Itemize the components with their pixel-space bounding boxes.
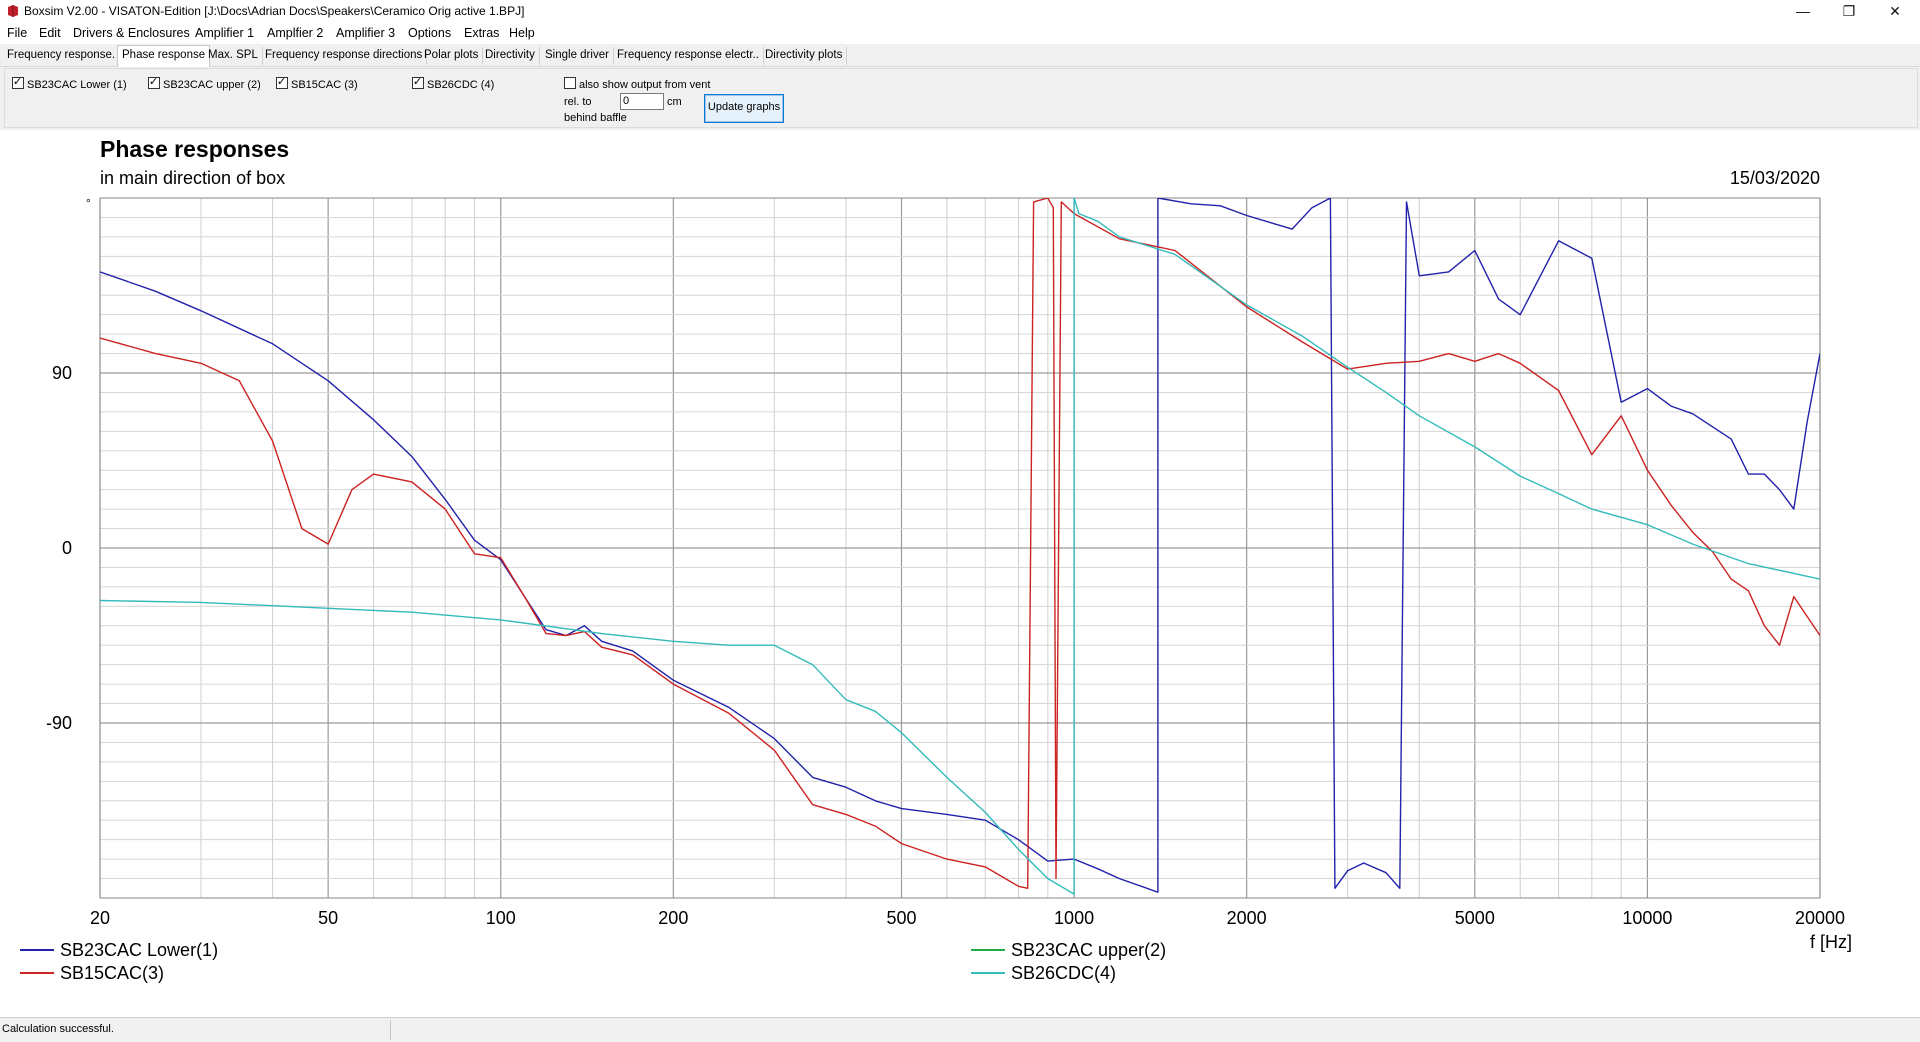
tab-polar-plots[interactable]: Polar plots [420,47,484,65]
legend-swatch [20,972,54,974]
checkbox-box[interactable] [412,75,424,89]
y-axis-unit: ° [86,196,91,210]
x-tick-label: 20 [90,908,110,928]
series-line-4 [100,198,1820,895]
x-tick-label: 2000 [1227,908,1267,928]
checkbox-sb26cdc[interactable]: SB26CDC (4) [412,75,495,91]
checkbox-box[interactable] [148,75,160,89]
tab-frequency-response-electrical[interactable]: Frequency response electr.. [613,47,764,65]
tab-frequency-response[interactable]: Frequency response. [3,47,121,65]
tab-directivity-plots[interactable]: Directivity plots [761,47,848,65]
options-panel [4,68,1918,128]
graph-subtitle: in main direction of box [100,168,286,188]
menu-drivers-enclosures[interactable]: Drivers & Enclosures [73,26,190,40]
x-tick-label: 10000 [1622,908,1672,928]
checkbox-label: SB23CAC upper (2) [163,79,261,91]
legend-item-sb23cac-upper: SB23CAC upper(2) [971,940,1166,961]
x-tick-label: 20000 [1795,908,1845,928]
menu-amplifier-1[interactable]: Amplifier 1 [195,26,255,40]
checkbox-box[interactable] [276,75,288,89]
checkbox-label: SB23CAC Lower (1) [27,79,127,91]
series-line-1 [100,198,1820,893]
title-bar: Boxsim V2.00 - VISATON-Edition [J:\Docs\… [0,0,1920,24]
x-tick-label: 500 [886,908,916,928]
legend-label: SB15CAC(3) [60,963,165,983]
tab-max-spl[interactable]: Max. SPL [204,47,263,65]
graph-title: Phase responses [100,136,290,162]
phase-response-chart: 20 50 100 200 500 1000 2000 5000 10000 20000 90 0 -9… [46,197,1852,952]
menu-amplifier-3[interactable]: Amplifier 3 [336,26,396,40]
distance-unit-label: cm [667,96,682,108]
plot-frame [99,197,1821,899]
legend-label: SB23CAC upper(2) [1011,940,1167,960]
checkbox-box[interactable] [12,75,24,89]
update-graphs-button[interactable]: Update graphs [704,94,784,123]
legend-swatch [971,972,1005,974]
legend-swatch [971,949,1005,951]
menu-extras[interactable]: Extras [464,26,500,40]
menu-file[interactable]: File [7,26,28,40]
x-tick-label: 100 [486,908,516,928]
checkbox-label: also show output from vent [579,79,711,91]
menu-amplifier-2[interactable]: Amplfier 2 [267,26,324,40]
graph-area: Phase responses in main direction of box… [0,130,1920,1017]
checkbox-sb23cac-lower[interactable]: SB23CAC Lower (1) [12,75,127,91]
tab-single-driver[interactable]: Single driver [541,47,614,65]
menu-help[interactable]: Help [509,26,535,40]
close-button[interactable]: ✕ [1889,3,1901,19]
status-bar: Calculation successful. [0,1017,1920,1042]
checkbox-sb15cac[interactable]: SB15CAC (3) [276,75,358,91]
checkbox-label: SB26CDC (4) [427,79,495,91]
checkbox-box[interactable] [564,77,576,89]
x-tick-label: 5000 [1455,908,1495,928]
x-tick-label: 50 [318,908,338,928]
menu-edit[interactable]: Edit [39,26,61,40]
status-text: Calculation successful. [2,1023,114,1035]
x-tick-label: 200 [658,908,688,928]
tab-phase-response[interactable]: Phase response [117,45,211,67]
tab-directivity[interactable]: Directivity [481,47,540,65]
rel-to-label: rel. to [564,96,592,108]
y-tick-label: 0 [62,538,72,558]
checkbox-vent-output[interactable]: also show output from vent [564,77,710,91]
legend-item-sb23cac-lower: SB23CAC Lower(1) [20,940,218,961]
legend-label: SB23CAC Lower(1) [60,940,219,960]
menu-options[interactable]: Options [408,26,452,40]
behind-baffle-label: behind baffle [564,112,627,124]
tab-frequency-response-directions[interactable]: Frequency response directions [261,47,428,65]
series-line-3 [100,198,1820,889]
legend-item-sb15cac: SB15CAC(3) [20,963,164,984]
y-tick-label: 90 [52,363,72,383]
window-title: Boxsim V2.00 - VISATON-Edition [J:\Docs\… [24,4,525,18]
x-axis-label: f [Hz] [1810,932,1852,952]
boxsim-app-icon [8,5,18,17]
legend-swatch [20,949,54,951]
tab-bar: Frequency response. Phase response Max. … [0,44,1920,67]
graph-date: 15/03/2020 [1729,168,1820,188]
status-divider [390,1020,391,1040]
x-tick-label: 1000 [1054,908,1094,928]
distance-input[interactable]: 0 [620,93,664,110]
legend-item-sb26cdc: SB26CDC(4) [971,963,1116,984]
maximize-button[interactable]: ❐ [1842,3,1856,19]
legend-label: SB26CDC(4) [1011,963,1117,983]
minimize-button[interactable]: — [1796,3,1810,19]
checkbox-label: SB15CAC (3) [291,79,358,91]
y-tick-label: -90 [46,713,72,733]
checkbox-sb23cac-upper[interactable]: SB23CAC upper (2) [148,75,261,91]
menu-bar: File Edit Drivers & Enclosures Amplifier… [0,24,1920,44]
